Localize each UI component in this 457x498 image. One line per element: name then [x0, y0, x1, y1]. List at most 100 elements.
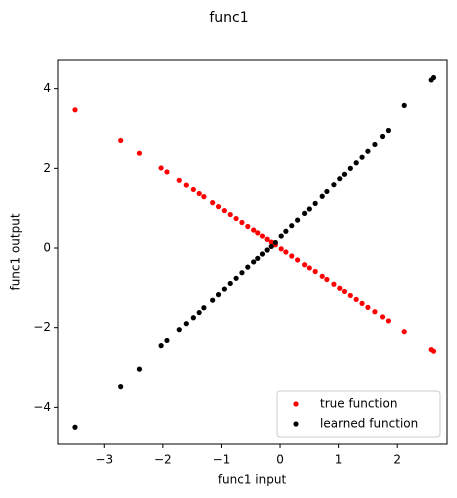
point: [176, 177, 182, 183]
point: [365, 304, 371, 310]
point: [221, 207, 227, 214]
point: [283, 249, 289, 255]
point: [359, 154, 365, 160]
point: [259, 233, 266, 239]
point: [268, 243, 274, 250]
point: [196, 190, 202, 197]
point: [331, 281, 337, 287]
y-tick-label: 0: [43, 241, 51, 255]
point: [190, 315, 196, 321]
point: [324, 276, 330, 283]
point: [289, 253, 295, 259]
plot-frame: [57, 59, 448, 445]
point: [233, 275, 239, 281]
point: [210, 297, 216, 303]
point: [136, 150, 143, 156]
chart-title: func1: [209, 10, 248, 26]
point: [118, 137, 124, 144]
point: [341, 288, 348, 295]
point: [201, 194, 207, 200]
legend-marker: [293, 401, 299, 407]
legend-marker: [293, 421, 299, 427]
point: [118, 384, 124, 390]
point: [164, 169, 170, 175]
point: [245, 223, 251, 230]
point: [176, 327, 182, 333]
point: [379, 314, 386, 320]
point: [221, 286, 227, 292]
point: [227, 211, 233, 218]
point: [283, 228, 289, 234]
y-axis-label: func1 output: [9, 213, 23, 290]
point: [385, 127, 392, 134]
point: [215, 292, 222, 298]
point: [385, 318, 392, 324]
point: [272, 239, 278, 246]
point: [278, 246, 284, 252]
point: [190, 186, 196, 193]
point: [353, 160, 359, 166]
point: [430, 74, 437, 81]
point: [264, 247, 270, 253]
point: [289, 223, 295, 229]
point: [136, 366, 143, 372]
point: [259, 251, 266, 257]
point: [306, 265, 312, 271]
point: [264, 236, 270, 242]
point: [347, 165, 353, 171]
point: [379, 133, 386, 140]
point: [306, 206, 312, 212]
point: [245, 264, 251, 270]
point: [359, 300, 365, 306]
point: [347, 292, 353, 299]
point: [372, 141, 378, 148]
legend-label: learned function: [320, 417, 418, 431]
point: [337, 176, 343, 182]
point: [201, 305, 207, 311]
point: [312, 200, 318, 207]
point: [239, 219, 245, 226]
point: [255, 255, 261, 261]
point: [233, 215, 239, 222]
x-axis-label: func1 input: [218, 473, 287, 487]
point: [183, 182, 189, 188]
point: [295, 217, 301, 223]
point: [183, 321, 189, 327]
point: [401, 329, 407, 335]
point: [341, 171, 348, 177]
point: [164, 337, 170, 344]
point: [251, 259, 257, 265]
point: [278, 233, 284, 239]
y-tick-label: 2: [43, 161, 51, 175]
y-tick-label: −2: [33, 320, 51, 334]
point: [210, 200, 216, 206]
point: [227, 280, 233, 287]
x-tick-label: −1: [213, 453, 231, 467]
point: [239, 270, 245, 276]
point: [255, 230, 261, 236]
x-tick-label: 0: [276, 453, 284, 467]
point: [353, 296, 359, 303]
point: [302, 210, 308, 216]
point: [324, 188, 330, 195]
x-tick-label: 1: [335, 453, 343, 467]
point: [372, 309, 378, 315]
x-tick-label: 2: [393, 453, 401, 467]
point: [331, 182, 337, 188]
point: [196, 309, 202, 316]
point: [268, 239, 274, 245]
point: [158, 343, 164, 349]
point: [158, 165, 164, 171]
point: [72, 424, 78, 430]
point: [295, 257, 301, 263]
x-tick-label: −2: [154, 453, 172, 467]
legend-box: [276, 390, 441, 438]
point: [72, 107, 78, 113]
x-tick-label: −3: [95, 453, 113, 467]
point: [319, 193, 325, 199]
y-tick-label: −4: [33, 400, 51, 414]
point: [401, 102, 407, 109]
point: [215, 203, 222, 210]
point: [251, 227, 257, 233]
